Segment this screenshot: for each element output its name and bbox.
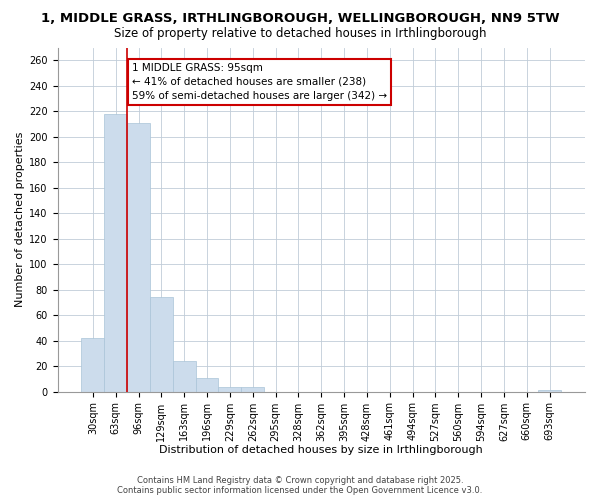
Bar xyxy=(538,390,561,392)
Bar xyxy=(173,361,196,392)
Text: Size of property relative to detached houses in Irthlingborough: Size of property relative to detached ho… xyxy=(114,28,486,40)
Bar xyxy=(127,122,150,392)
Y-axis label: Number of detached properties: Number of detached properties xyxy=(15,132,25,307)
Bar xyxy=(150,298,173,392)
Bar xyxy=(241,386,264,392)
Text: 1, MIDDLE GRASS, IRTHLINGBOROUGH, WELLINGBOROUGH, NN9 5TW: 1, MIDDLE GRASS, IRTHLINGBOROUGH, WELLIN… xyxy=(41,12,559,26)
Text: Contains public sector information licensed under the Open Government Licence v3: Contains public sector information licen… xyxy=(118,486,482,495)
Text: Contains HM Land Registry data © Crown copyright and database right 2025.: Contains HM Land Registry data © Crown c… xyxy=(137,476,463,485)
Bar xyxy=(218,386,241,392)
Bar xyxy=(196,378,218,392)
Bar xyxy=(104,114,127,392)
X-axis label: Distribution of detached houses by size in Irthlingborough: Distribution of detached houses by size … xyxy=(160,445,483,455)
Bar xyxy=(82,338,104,392)
Text: 1 MIDDLE GRASS: 95sqm
← 41% of detached houses are smaller (238)
59% of semi-det: 1 MIDDLE GRASS: 95sqm ← 41% of detached … xyxy=(132,63,387,101)
